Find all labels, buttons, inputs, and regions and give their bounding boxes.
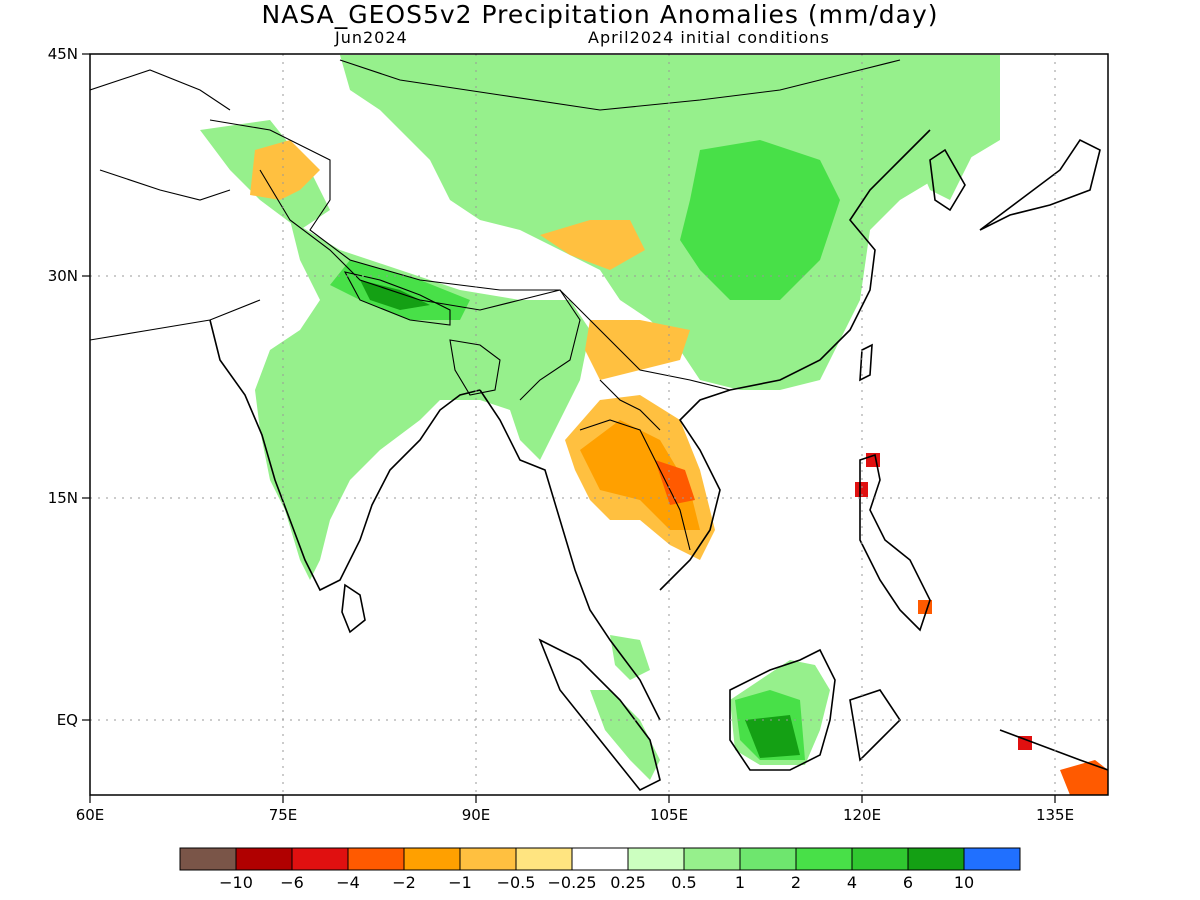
colorbar-swatch	[347, 847, 405, 871]
colorbar-swatch	[235, 847, 293, 871]
india-border	[259, 169, 581, 401]
philippines-dry-peak	[855, 482, 868, 497]
colorbar-label: −0.5	[497, 873, 536, 892]
colorbar	[179, 847, 1021, 871]
lon-tick-label: 75E	[269, 806, 298, 824]
nepal-border	[343, 271, 451, 326]
colorbar-swatch	[403, 847, 461, 871]
philippines-coastline	[859, 453, 931, 632]
colorbar-label: 0.25	[610, 873, 646, 892]
indochina-coastline	[659, 129, 931, 591]
himalaya-india-wet-region	[255, 220, 590, 580]
central-china-wet-core	[680, 140, 840, 300]
axis-ticks	[82, 53, 1056, 803]
colorbar-swatch	[739, 847, 797, 871]
colorbar-swatch	[683, 847, 741, 871]
forecast-month: Jun2024	[335, 28, 408, 47]
map-frame	[89, 53, 1109, 796]
lon-tick-label: 90E	[462, 806, 491, 824]
new-guinea-coastline	[999, 729, 1108, 771]
colorbar-swatch	[571, 847, 629, 871]
lat-tick-label: 15N	[48, 489, 78, 507]
coastlines	[209, 129, 1108, 792]
colorbar-label: 4	[847, 873, 857, 892]
map-title: NASA_GEOS5v2 Precipitation Anomalies (mm…	[261, 0, 939, 29]
colorbar-swatch	[291, 847, 349, 871]
bangladesh-border	[449, 339, 501, 396]
colorbar-swatch	[179, 847, 237, 871]
lon-tick-label: 120E	[843, 806, 881, 824]
new-guinea-dry-peak	[1018, 736, 1032, 750]
laos-dry-peak	[655, 460, 695, 505]
colorbar-swatch	[795, 847, 853, 871]
manchuria-wet-region	[900, 60, 1000, 200]
colorbar-labels: −10 −6 −4 −2 −1 −0.5 −0.25 0.25 0.5 1 2 4 6 10	[219, 873, 974, 892]
colorbar-label: −0.25	[547, 873, 596, 892]
initial-conditions: April2024 initial conditions	[588, 28, 830, 47]
india-coastline	[209, 319, 481, 592]
sri-lanka-coastline	[341, 583, 366, 634]
colorbar-label: 1	[735, 873, 745, 892]
colorbar-swatch	[627, 847, 685, 871]
colorbar-label: −10	[219, 873, 253, 892]
burma-malaya-coastline	[479, 389, 661, 721]
country-borders	[90, 59, 901, 551]
sumatra-coastline	[538, 638, 661, 792]
anomaly-field	[90, 54, 1108, 795]
lat-tick-label: EQ	[57, 711, 78, 729]
central-asia-borders	[90, 69, 261, 341]
lat-tick-label: 30N	[48, 267, 78, 285]
colorbar-label: −6	[280, 873, 304, 892]
taiwan-coastline	[859, 343, 873, 382]
colorbar-label: 0.5	[671, 873, 696, 892]
colorbar-swatch	[907, 847, 965, 871]
indochina-borders	[579, 379, 691, 551]
colorbar-swatch	[459, 847, 517, 871]
new-guinea-dry-region	[1060, 760, 1108, 795]
colorbar-label: 2	[791, 873, 801, 892]
sulawesi-coastline	[849, 689, 902, 762]
borneo-peak	[745, 715, 800, 758]
mongolia-border	[339, 59, 901, 111]
yunnan-dry-region	[585, 320, 690, 380]
lon-tick-label: 135E	[1036, 806, 1074, 824]
lat-tick-label: 45N	[48, 45, 78, 63]
colorbar-label: −1	[448, 873, 472, 892]
dry-anomaly-regions	[250, 140, 1108, 795]
colorbar-swatch	[963, 847, 1021, 871]
kashmir-dry-region	[250, 140, 320, 200]
colorbar-swatch	[851, 847, 909, 871]
colorbar-swatch	[515, 847, 573, 871]
malaya-wet-region	[610, 635, 650, 680]
lon-tick-label: 105E	[650, 806, 688, 824]
colorbar-label: −4	[336, 873, 360, 892]
lon-tick-label: 60E	[76, 806, 105, 824]
colorbar-label: −2	[392, 873, 416, 892]
latitude-labels: 45N 30N 15N EQ	[48, 45, 78, 729]
china-border	[209, 119, 731, 391]
colorbar-label: 6	[903, 873, 913, 892]
longitude-labels: 60E 75E 90E 105E 120E 135E	[76, 806, 1074, 824]
grid-lines	[90, 54, 1108, 795]
north-china-wet-region	[340, 55, 1000, 390]
very-strong-wet-anomaly-regions	[360, 280, 800, 758]
colorbar-label: 10	[954, 873, 974, 892]
japan-coastline	[979, 138, 1101, 231]
nepal-peak	[360, 280, 430, 310]
tibet-dry-region	[540, 220, 645, 270]
korea-coastline	[929, 148, 966, 212]
sumatra-wet-region	[590, 690, 660, 780]
borneo-coastline	[729, 648, 836, 771]
